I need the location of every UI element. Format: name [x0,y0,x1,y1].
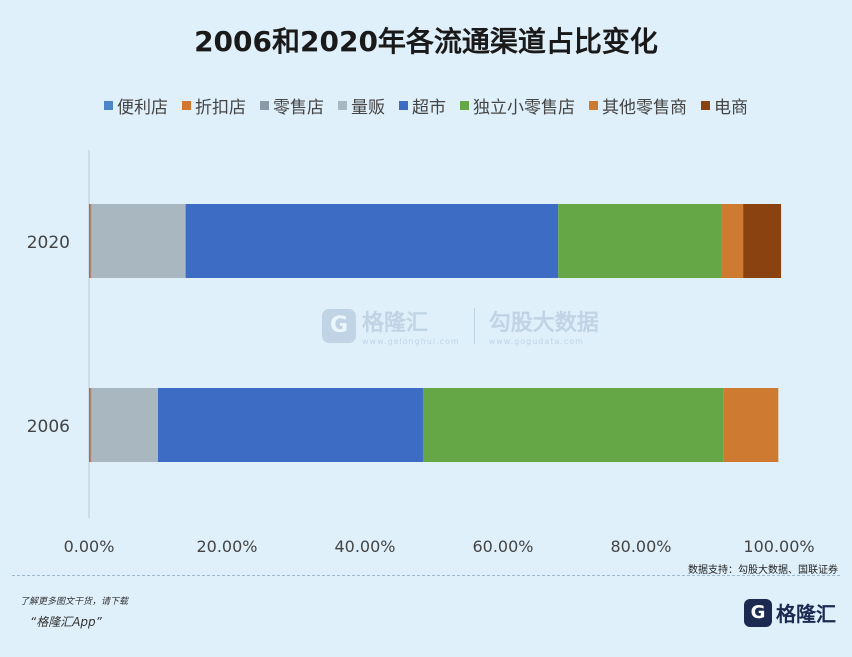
bar-2020-series-7 [743,204,782,278]
bar-2020-series-6 [721,204,744,278]
watermark-logo-icon: G [322,308,356,343]
legend-label: 独立小零售店 [473,98,575,118]
bar-2020-series-1 [90,204,92,278]
x-tick-label: 0.00% [64,537,115,556]
legend-label: 便利店 [117,98,168,118]
watermark: G 格隆汇 www.gelonghui.com 勾股大数据 www.goguda… [322,305,599,346]
x-tick-label: 100.00% [743,537,814,556]
footer-brand: G 格隆汇 [744,598,836,627]
legend-item: 电商 [701,93,748,118]
bar-2020-series-5 [558,204,722,278]
watermark-data-brand: 勾股大数据 [488,311,599,336]
x-tick-label: 20.00% [196,537,257,556]
x-tick-label: 40.00% [334,537,395,556]
watermark-separator [473,307,475,344]
legend-label: 量贩 [351,98,385,118]
bar-2006-series-4 [158,388,423,462]
watermark-data-url: www.gogudata.com [488,337,584,346]
bar-2020-series-4 [185,204,559,278]
bar-2006-series-6 [723,388,779,462]
brand-logo-icon: G [744,598,772,627]
y-tick-label: 2020 [27,233,70,253]
legend-swatch [399,101,408,110]
legend-swatch [104,101,113,110]
bar-2020-series-3 [91,204,186,278]
legend-item: 超市 [399,93,446,118]
watermark-sub-brand: www.gelonghui.com [362,337,460,346]
legend-item: 量贩 [338,93,385,118]
brand-name: 格隆汇 [776,602,836,626]
bar-2006-series-3 [91,388,158,462]
legend-swatch [260,101,269,110]
bar-2006-series-2 [91,388,92,462]
footer-app-name: “格隆汇App” [30,615,102,629]
bar-2006-series-1 [90,388,92,462]
bar-chart: 2020 2006 0.00% 20.00% 40.00% 60.00% 80.00% 100… [27,150,815,556]
legend-label: 零售店 [273,98,324,118]
x-tick-label: 60.00% [472,537,533,556]
footer-note: 了解更多图文干货，请下载 [20,597,129,607]
bar-2020-series-2 [91,204,92,278]
legend-swatch [182,101,191,110]
legend-item: 折扣店 [182,93,246,118]
chart-title: 2006和2020年各流通渠道占比变化 [194,25,658,58]
legend-label: 折扣店 [195,98,246,118]
footer-divider [12,575,840,576]
chart-legend: 便利店 折扣店 零售店 量贩 超市 独立小零售店 其他零售商 电商 [0,93,852,118]
bar-2020-series-0 [89,204,91,278]
legend-item: 独立小零售店 [460,93,575,118]
legend-item: 其他零售商 [589,93,687,118]
legend-swatch [701,101,710,110]
bar-2006-series-5 [422,388,724,462]
legend-swatch [460,101,469,110]
legend-item: 便利店 [104,93,168,118]
legend-swatch [338,101,347,110]
legend-label: 超市 [412,98,446,118]
bar-2006-series-0 [89,388,91,462]
y-tick-label: 2006 [27,417,70,437]
watermark-brand: 格隆汇 [362,311,429,336]
legend-item: 零售店 [260,93,324,118]
legend-swatch [589,101,598,110]
legend-label: 电商 [714,98,748,118]
data-source: 数据支持：勾股大数据、国联证券 [688,565,838,576]
x-tick-label: 80.00% [610,537,671,556]
legend-label: 其他零售商 [602,98,687,118]
